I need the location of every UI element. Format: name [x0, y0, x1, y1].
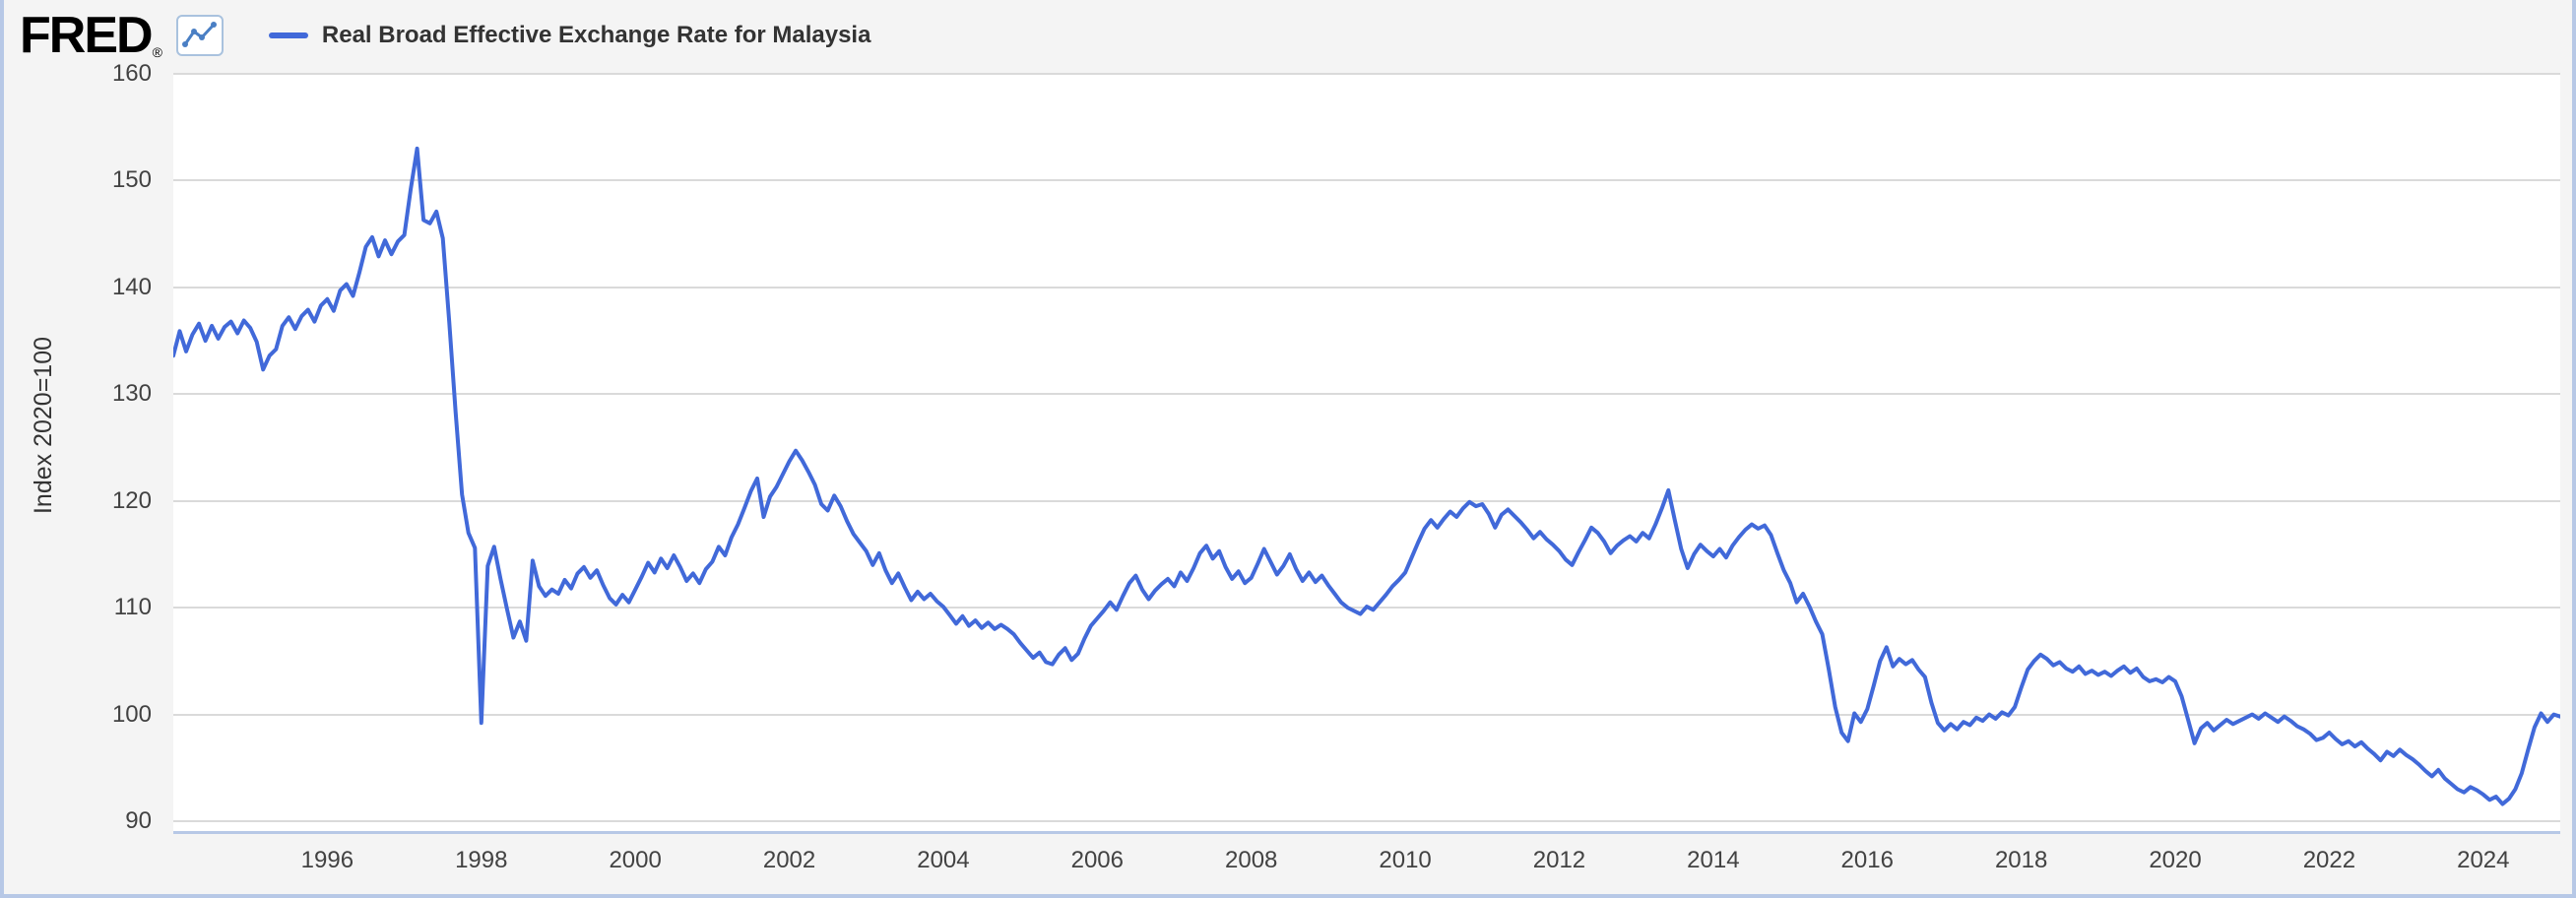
x-tick-label-2002: 2002 [762, 847, 816, 873]
gridline-y-90 [173, 819, 2560, 822]
y-tick-label-110: 110 [113, 594, 152, 621]
x-tick-label-2022: 2022 [2302, 847, 2356, 873]
x-tick-label-2012: 2012 [1532, 847, 1586, 873]
y-tick-label-120: 120 [111, 486, 152, 514]
registered-trademark: ® [152, 44, 162, 60]
x-tick-label-2016: 2016 [1840, 847, 1894, 873]
y-tick-label-130: 130 [111, 380, 152, 408]
x-tick-label-2000: 2000 [609, 847, 662, 873]
y-tick-label-100: 100 [111, 700, 152, 728]
series-line-malaysia-reer[interactable] [173, 146, 2560, 806]
plot-area[interactable] [173, 73, 2560, 834]
y-axis-title: Index 2020=100 [30, 336, 57, 515]
mini-line-chart-glyph [181, 22, 217, 47]
x-tick-label-2018: 2018 [1994, 847, 2048, 873]
fred-wordmark: FRED [20, 7, 154, 64]
legend-line-marker [268, 32, 308, 38]
x-tick-label-1998: 1998 [455, 847, 508, 873]
y-tick-label-140: 140 [111, 273, 152, 300]
x-tick-label-2008: 2008 [1225, 847, 1278, 873]
gridline-y-160 [173, 73, 2560, 75]
y-tick-label-150: 150 [111, 166, 152, 194]
chart-svg[interactable] [173, 74, 2560, 834]
x-tick-label-2010: 2010 [1379, 847, 1432, 873]
x-tick-label-2014: 2014 [1687, 847, 1740, 873]
legend-series-label: Real Broad Effective Exchange Rate for M… [321, 22, 871, 48]
chart-header: FRED ® Real Broad Effective Exchange Rat… [4, 0, 2572, 71]
gridline-y-140 [173, 286, 2560, 289]
legend: Real Broad Effective Exchange Rate for M… [268, 22, 871, 49]
mini-line-chart-icon[interactable] [175, 15, 224, 56]
x-tick-label-2004: 2004 [917, 847, 970, 873]
x-tick-label-2006: 2006 [1070, 847, 1124, 873]
gridline-y-130 [173, 393, 2560, 396]
fred-logo[interactable]: FRED ® [20, 10, 162, 61]
gridline-y-100 [173, 713, 2560, 716]
y-tick-label-90: 90 [125, 806, 152, 834]
x-tick-label-2024: 2024 [2457, 847, 2510, 873]
x-tick-label-2020: 2020 [2149, 847, 2202, 873]
gridline-y-120 [173, 499, 2560, 502]
x-tick-label-1996: 1996 [300, 847, 354, 873]
gridline-y-150 [173, 179, 2560, 182]
